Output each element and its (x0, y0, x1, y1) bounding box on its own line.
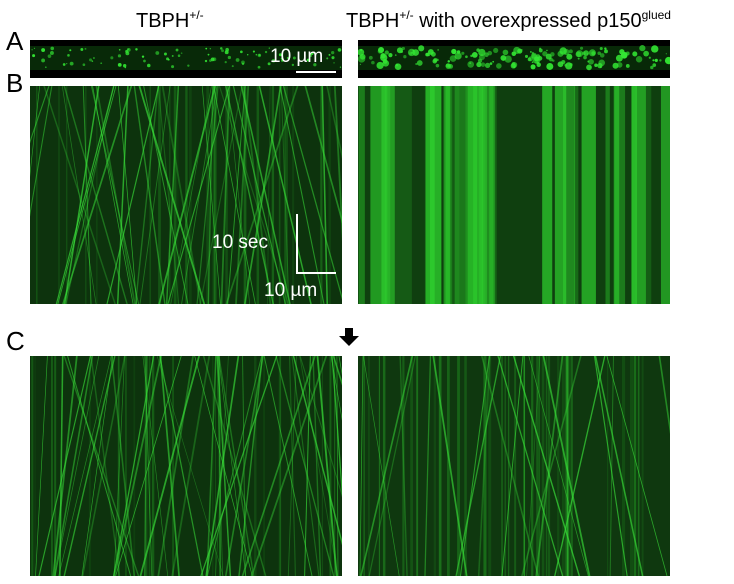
header-left-sup: +/- (189, 8, 204, 22)
panel-letter-c: C (6, 326, 25, 356)
kymo-b-left: 10 sec 10 µm (30, 86, 342, 304)
strip-right (358, 40, 670, 78)
kymo-c-left (30, 356, 342, 576)
header-right-middle: with overexpressed p150 (413, 10, 642, 32)
kymo-time-bar (296, 214, 298, 272)
kymo-b-left-image (30, 86, 342, 304)
kymo-b-right-image (358, 86, 670, 304)
kymo-c-left-image (30, 356, 342, 576)
panel-letter-a: A (6, 26, 24, 56)
strip-scale-bar (296, 71, 336, 73)
kymo-b-right (358, 86, 670, 304)
kymo-c-right (358, 356, 670, 576)
strip-scale-label: 10 µm (270, 46, 324, 67)
header-right: TBPH+/- with overexpressed p150glued (346, 8, 671, 33)
strip-left-image (30, 40, 342, 78)
header-right-sup: +/- (399, 8, 414, 22)
down-arrow-icon (339, 328, 359, 346)
header-left-base: TBPH (136, 10, 190, 32)
strip-right-image (358, 40, 670, 78)
kymo-length-bar (296, 272, 336, 274)
header-left: TBPH+/- (136, 8, 204, 33)
header-right-base: TBPH (346, 10, 400, 32)
kymo-time-label: 10 sec (212, 232, 268, 253)
kymo-c-right-image (358, 356, 670, 576)
header-right-sup2: glued (641, 8, 671, 22)
strip-left: 10 µm (30, 40, 342, 78)
kymo-length-label: 10 µm (264, 280, 318, 301)
panel-letter-b: B (6, 68, 24, 98)
